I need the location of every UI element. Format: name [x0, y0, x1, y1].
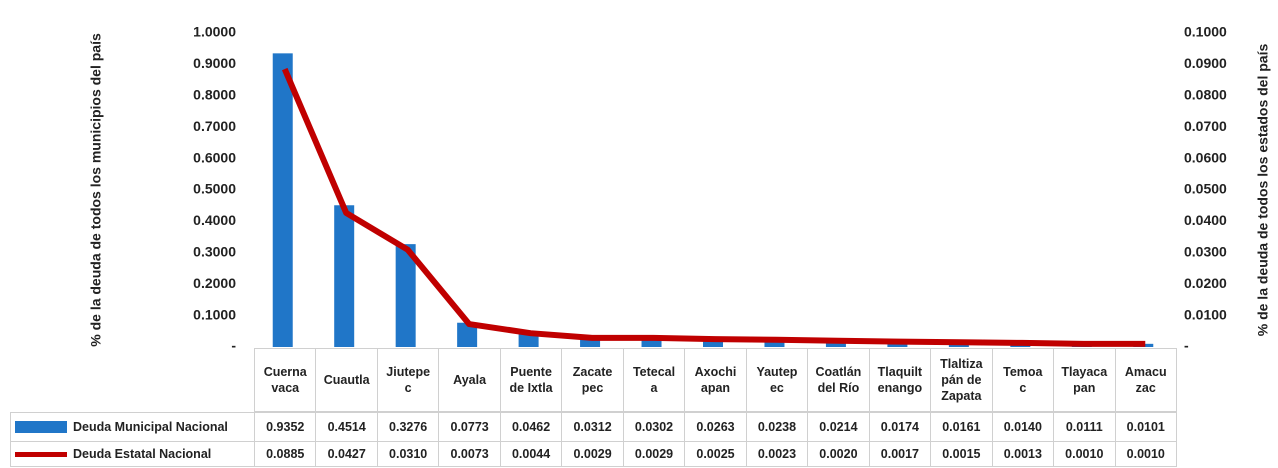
y2-tick-label: 0.0400 [1184, 212, 1227, 228]
data-table-value: 0.0462 [499, 412, 563, 442]
data-table-value: 0.0010 [1053, 441, 1116, 467]
category-label: Coatlán del Río [807, 348, 870, 412]
category-label: Tlaltiza pán de Zapata [930, 348, 993, 412]
legend-entry: Deuda Municipal Nacional [10, 412, 255, 442]
data-table-value: 0.0427 [315, 441, 378, 467]
y2-tick-label: 0.1000 [1184, 24, 1227, 40]
y2-tick-label: - [1184, 338, 1189, 354]
y2-tick-label: 0.0600 [1184, 149, 1227, 165]
legend-label: Deuda Estatal Nacional [73, 447, 212, 461]
bar [580, 337, 601, 347]
category-label: Puente de Ixtla [499, 348, 563, 412]
y-tick-label: 1.0000 [193, 24, 236, 40]
y2-tick-label: 0.0500 [1184, 181, 1227, 197]
data-table-value: 0.0238 [745, 412, 809, 442]
data-table-value: 0.0073 [438, 441, 501, 467]
bar [764, 339, 785, 347]
data-table-value: 0.0017 [868, 441, 932, 467]
category-label: Yautep ec [745, 348, 809, 412]
y-axis-title: % de la deuda de todos los municipios de… [88, 33, 104, 347]
data-table-value: 0.0015 [930, 441, 993, 467]
data-table-value: 0.0214 [807, 412, 870, 442]
data-table-value: 0.0302 [622, 412, 686, 442]
data-table-value: 0.0885 [254, 441, 317, 467]
data-table-value: 0.9352 [254, 412, 317, 442]
y-tick-label: 0.4000 [193, 212, 236, 228]
bar [272, 53, 293, 347]
y2-axis-title: % de la deuda de todos los estados del p… [1255, 44, 1271, 337]
y-tick-label: 0.2000 [193, 275, 236, 291]
data-table-value: 0.0020 [807, 441, 870, 467]
line [281, 67, 1146, 347]
y2-tick-label: 0.0800 [1184, 87, 1227, 103]
legend-swatch [15, 451, 67, 457]
data-table-value: 0.0029 [622, 441, 686, 467]
bar [457, 322, 478, 347]
category-label: Ayala [438, 348, 501, 412]
bar [641, 337, 662, 347]
bar [334, 205, 355, 347]
y-tick-label: 0.1000 [193, 306, 236, 322]
data-table-value: 0.0263 [684, 412, 747, 442]
y2-tick-label: 0.0100 [1184, 306, 1227, 322]
data-table-value: 0.4514 [315, 412, 378, 442]
legend-entry: Deuda Estatal Nacional [10, 441, 255, 467]
category-label: Temoa c [991, 348, 1055, 412]
y2-tick-label: 0.0300 [1184, 244, 1227, 260]
y-tick-label: - [231, 338, 236, 354]
data-table-value: 0.0025 [684, 441, 747, 467]
y-tick-label: 0.7000 [193, 118, 236, 134]
y-tick-label: 0.9000 [193, 55, 236, 71]
data-table-value: 0.0111 [1053, 412, 1116, 442]
data-table-value: 0.0174 [868, 412, 932, 442]
bar [703, 338, 723, 347]
data-table-value: 0.0161 [930, 412, 993, 442]
data-table-value: 0.0010 [1114, 441, 1177, 467]
data-table-value: 0.0101 [1114, 412, 1177, 442]
data-table-value: 0.0013 [991, 441, 1055, 467]
y-tick-label: 0.8000 [193, 87, 236, 103]
category-label: Axochi apan [684, 348, 747, 412]
legend-swatch [15, 421, 67, 433]
category-label: Jiutepe c [376, 348, 440, 412]
y2-tick-label: 0.0200 [1184, 275, 1227, 291]
bar [395, 244, 416, 347]
category-label: Cuautla [315, 348, 378, 412]
category-label: Zacate pec [561, 348, 624, 412]
y-tick-label: 0.6000 [193, 149, 236, 165]
data-table-value: 0.0023 [745, 441, 809, 467]
y2-tick-label: 0.0900 [1184, 55, 1227, 71]
category-label: Amacu zac [1114, 348, 1177, 412]
category-label: Tlaquilt enango [868, 348, 932, 412]
data-table-value: 0.0140 [991, 412, 1055, 442]
y-tick-label: 0.5000 [193, 181, 236, 197]
data-table-value: 0.0773 [438, 412, 501, 442]
category-label: Cuerna vaca [254, 348, 317, 412]
data-table-value: 0.0310 [376, 441, 440, 467]
data-table-value: 0.0029 [561, 441, 624, 467]
y2-tick-label: 0.0700 [1184, 118, 1227, 134]
y-tick-label: 0.3000 [193, 244, 236, 260]
data-table-value: 0.0044 [499, 441, 563, 467]
data-table-value: 0.0312 [561, 412, 624, 442]
data-table-value: 0.3276 [376, 412, 440, 442]
category-label: Tetecal a [622, 348, 686, 412]
category-label: Tlayaca pan [1053, 348, 1116, 412]
legend-label: Deuda Municipal Nacional [73, 420, 228, 434]
